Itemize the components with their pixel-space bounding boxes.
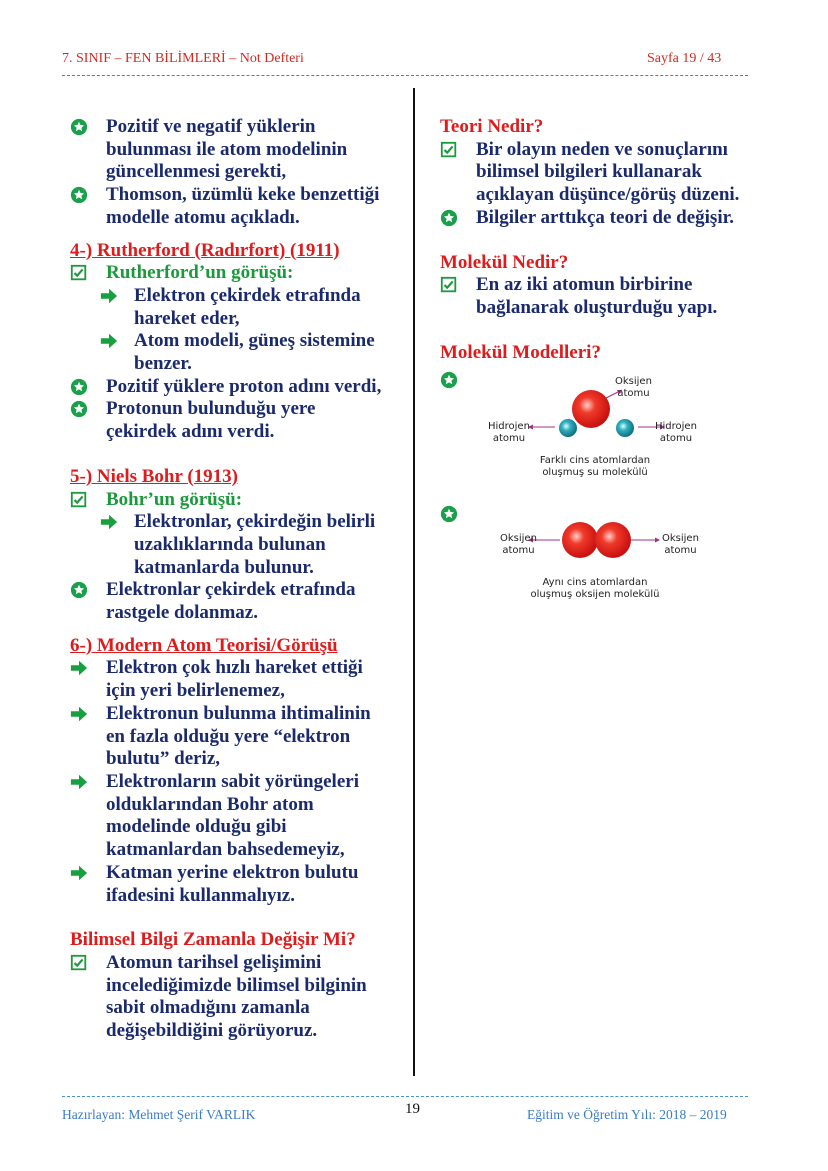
bullet-item: Thomson, üzümlü keke benzettiği modelle … <box>70 184 410 229</box>
header-divider <box>62 75 748 76</box>
oxygen-atom <box>572 390 610 428</box>
arrow-item: Elektronlar, çekirdeğin belirli uzaklıkl… <box>70 511 410 579</box>
star-icon <box>70 118 88 136</box>
footer-year: Eğitim ve Öğretim Yılı: 2018 – 2019 <box>527 1107 727 1122</box>
checkbox-icon <box>70 954 88 972</box>
section-heading: 4-) Rutherford (Radırfort) (1911) <box>70 239 340 261</box>
arrow-right-icon <box>100 287 118 305</box>
column-divider <box>413 88 415 1076</box>
star-icon <box>440 505 458 523</box>
checkbox-icon <box>70 491 88 509</box>
arrow-item: Elektron çekirdek etrafında hareket eder… <box>70 285 410 330</box>
section-heading: Molekül Modelleri? <box>440 341 601 363</box>
section-heading: Molekül Nedir? <box>440 251 569 273</box>
hydrogen-atom <box>616 419 634 437</box>
bullet-item: Protonun bulunduğu yere çekirdek adını v… <box>70 398 410 443</box>
star-icon <box>70 186 88 204</box>
oxygen-molecule-diagram <box>528 522 660 558</box>
footer-author: Hazırlayan: Mehmet Şerif VARLIK <box>62 1107 256 1122</box>
hydrogen-right-label: Hidrojen atomu <box>655 421 697 444</box>
left-column: Pozitif ve negatif yüklerin bulunması il… <box>70 116 410 1043</box>
arrow-right-icon <box>100 513 118 531</box>
star-icon <box>70 378 88 396</box>
checkbox-icon <box>440 276 458 294</box>
check-item: Atomun tarihsel gelişimini incelediğimiz… <box>70 952 410 1043</box>
check-item: Bohr’un görüşü: <box>70 489 410 512</box>
right-column: Teori Nedir? Bir olayın neden ve sonuçla… <box>440 116 760 364</box>
arrow-right-icon <box>70 773 88 791</box>
arrow-right-icon <box>70 864 88 882</box>
oxygen-left-label: Oksijen atomu <box>500 533 537 556</box>
bullet-item: Bilgiler arttıkça teori de değişir. <box>440 207 760 230</box>
water-molecule-diagram <box>528 389 665 437</box>
page-number: 19 <box>405 1101 420 1117</box>
checkbox-icon <box>440 141 458 159</box>
oxygen-right-label: Oksijen atomu <box>662 533 699 556</box>
header-page: Sayfa 19 / 43 <box>647 51 722 66</box>
star-icon <box>440 371 458 389</box>
bullet-item: Pozitif ve negatif yüklerin bulunması il… <box>70 116 410 184</box>
oxygen-label: Oksijen atomu <box>615 376 652 399</box>
oxygen-atom <box>595 522 631 558</box>
arrow-right-icon <box>70 705 88 723</box>
arrow-right-icon <box>70 659 88 677</box>
header-title: 7. SINIF – FEN BİLİMLERİ – Not Defteri <box>62 51 304 66</box>
arrow-item: Katman yerine elektron bulutu ifadesini … <box>70 862 410 907</box>
section-heading: 5-) Niels Bohr (1913) <box>70 465 238 487</box>
star-icon <box>70 581 88 599</box>
checkbox-icon <box>70 264 88 282</box>
star-icon <box>70 400 88 418</box>
check-item: Bir olayın neden ve sonuçlarını bilimsel… <box>440 139 760 207</box>
arrow-item: Elektron çok hızlı hareket ettiği için y… <box>70 657 410 702</box>
arrow-item: Atom modeli, güneş sistemine benzer. <box>70 330 410 375</box>
star-icon <box>440 209 458 227</box>
oxygen-atom <box>562 522 598 558</box>
bullet-item: Pozitif yüklere proton adını verdi, <box>70 376 410 399</box>
hydrogen-left-label: Hidrojen atomu <box>488 421 530 444</box>
check-item: En az iki atomun birbirine bağlanarak ol… <box>440 274 760 319</box>
check-item: Rutherford’un görüşü: <box>70 262 410 285</box>
arrow-item: Elektronun bulunma ihtimalinin en fazla … <box>70 703 410 771</box>
section-heading: 6-) Modern Atom Teorisi/Görüşü <box>70 634 338 656</box>
arrow-item: Elektronların sabit yörüngeleri olduklar… <box>70 771 410 862</box>
section-heading: Teori Nedir? <box>440 116 544 137</box>
footer-divider <box>62 1096 748 1097</box>
arrow-right-icon <box>100 332 118 350</box>
section-heading: Bilimsel Bilgi Zamanla Değişir Mi? <box>70 929 356 951</box>
oxygen-caption: Aynı cins atomlardan oluşmuş oksijen mol… <box>530 577 660 600</box>
hydrogen-atom <box>559 419 577 437</box>
water-caption: Farklı cins atomlardan oluşmuş su molekü… <box>539 455 651 478</box>
bullet-item: Elektronlar çekirdek etrafında rastgele … <box>70 579 410 624</box>
